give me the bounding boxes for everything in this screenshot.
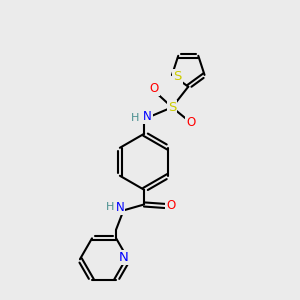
Text: H: H bbox=[130, 112, 139, 123]
Text: S: S bbox=[173, 70, 182, 83]
Text: O: O bbox=[186, 116, 195, 129]
Text: N: N bbox=[143, 110, 152, 123]
Text: O: O bbox=[150, 82, 159, 95]
Text: S: S bbox=[168, 101, 176, 114]
Text: N: N bbox=[116, 201, 124, 214]
Text: N: N bbox=[119, 251, 129, 264]
Text: O: O bbox=[166, 200, 175, 212]
Text: H: H bbox=[106, 202, 114, 212]
